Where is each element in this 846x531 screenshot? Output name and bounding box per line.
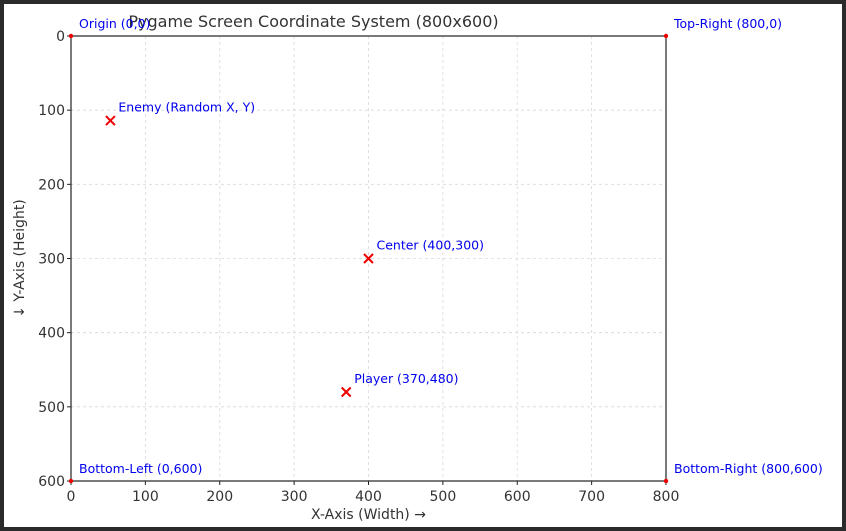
y-tick-label: 400 [38,326,65,342]
y-tick-label: 300 [38,252,65,268]
x-tick-label: 700 [578,489,605,505]
data-point-marker [340,386,352,398]
y-tick-label: 200 [38,177,65,193]
chart-title: Pygame Screen Coordinate System (800x600… [128,12,498,31]
x-tick-label: 800 [653,489,680,505]
y-axis-label: ↓ Y-Axis (Height) [12,199,28,318]
x-tick-label: 200 [206,489,233,505]
y-tick-label: 100 [38,103,65,119]
data-point-label: Enemy (Random X, Y) [118,100,255,115]
x-tick-label: 400 [355,489,382,505]
corner-point-marker [663,33,669,39]
corner-point-marker [68,478,74,484]
y-tick-label: 0 [56,29,65,45]
data-point-marker [105,115,116,126]
corner-point-label: Bottom-Left (0,600) [79,461,202,476]
corner-point-label: Top-Right (800,0) [673,16,782,31]
x-tick-label: 600 [504,489,531,505]
y-tick-label: 600 [38,474,65,490]
data-point-label: Player (370,480) [354,371,458,386]
x-tick-label: 300 [281,489,308,505]
y-tick-label: 500 [38,400,65,416]
x-tick-label: 100 [132,489,159,505]
chart-figure: 0 100 200 300 400 500 600 700 800 0 100 200 300 400 50… [4,4,842,527]
axis-ticks: 0 100 200 300 400 500 600 700 800 0 100 200 300 400 50… [38,29,679,505]
scatter-chart: 0 100 200 300 400 500 600 700 800 0 100 200 300 400 50… [12,12,823,523]
data-points: Enemy (Random X, Y) Center (400,300) Playe… [68,16,823,484]
x-tick-label: 0 [67,489,76,505]
x-axis-label: X-Axis (Width) → [311,507,426,523]
data-point-label: Center (400,300) [377,238,485,253]
corner-point-marker [663,478,669,484]
corner-point-label: Origin (0,0) [79,16,150,31]
data-point-marker [363,253,374,264]
corner-point-label: Bottom-Right (800,600) [674,461,823,476]
corner-point-marker [68,33,74,39]
x-tick-label: 500 [430,489,457,505]
